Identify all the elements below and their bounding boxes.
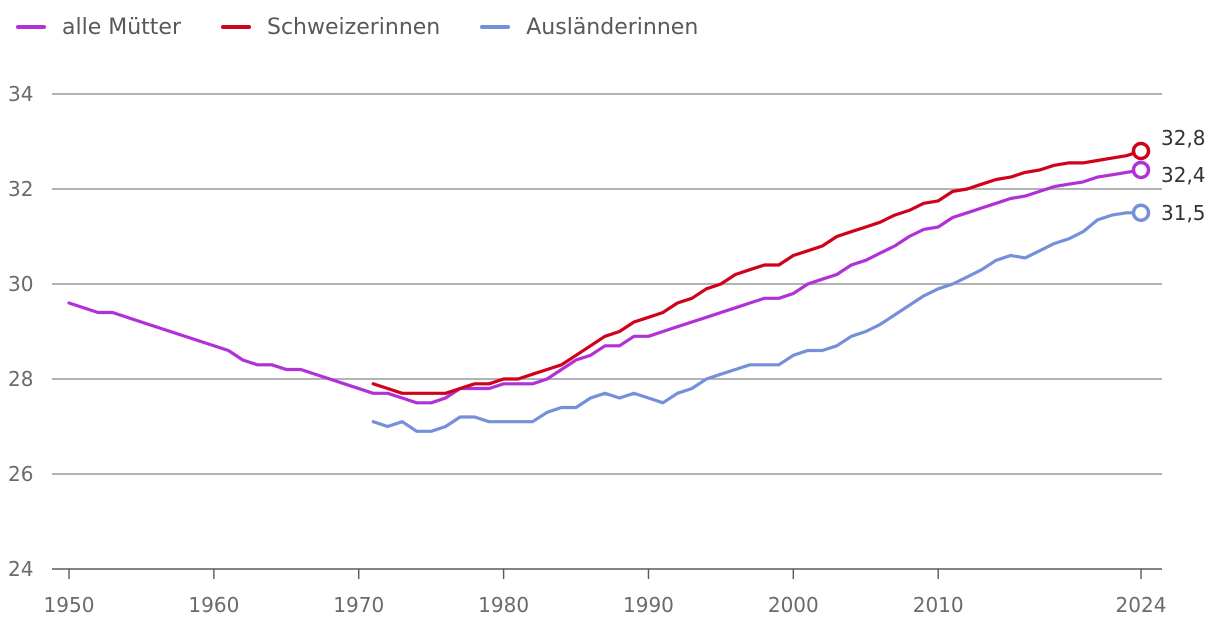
legend-label-alle-muetter: alle Mütter [62,14,181,40]
series-line-1 [371,149,1143,395]
x-tick-label-1970: 1970 [333,593,384,617]
x-tick-label-2024: 2024 [1116,593,1167,617]
x-tick-label-2000: 2000 [768,593,819,617]
x-tick-label-1990: 1990 [623,593,674,617]
x-tick-label-2010: 2010 [913,593,964,617]
end-labels: 32,4 32,8 31,5 [1131,126,1206,225]
legend-item-auslaenderinnen[interactable]: Ausländerinnen [480,15,698,40]
end-marker-2 [1131,203,1151,222]
legend-label-auslaenderinnen: Ausländerinnen [526,14,699,40]
series-lines [67,149,1143,433]
end-label-1: 32,8 [1161,126,1206,150]
y-tick-label-32: 32 [8,177,33,201]
y-tick-label-34: 34 [8,82,33,106]
legend-swatch-alle-muetter [16,25,46,29]
legend-swatch-schweizerinnen [221,25,251,29]
gridlines: 24 26 28 30 32 34 [8,82,1162,581]
y-tick-label-30: 30 [8,272,33,296]
x-axis: 1950 1960 1970 1980 1990 2000 2010 2024 [44,569,1167,617]
end-label-2: 31,5 [1161,201,1206,225]
series-line-2 [371,211,1143,433]
legend-swatch-auslaenderinnen [480,25,511,29]
legend-item-alle-muetter[interactable]: alle Mütter [16,15,181,40]
y-tick-label-26: 26 [8,462,33,486]
x-tick-label-1980: 1980 [478,593,529,617]
y-tick-label-28: 28 [8,367,33,391]
legend-label-schweizerinnen: Schweizerinnen [267,14,441,40]
end-marker-0 [1131,160,1151,180]
legend-item-schweizerinnen[interactable]: Schweizerinnen [221,15,440,40]
series-line-0 [67,168,1143,405]
end-marker-1 [1131,141,1151,161]
end-label-0: 32,4 [1161,163,1206,187]
x-tick-label-1960: 1960 [188,593,239,617]
x-tick-label-1950: 1950 [44,593,95,617]
chart-legend: alle Mütter Schweizerinnen Ausländerinne… [16,10,738,44]
y-tick-label-24: 24 [8,557,33,581]
